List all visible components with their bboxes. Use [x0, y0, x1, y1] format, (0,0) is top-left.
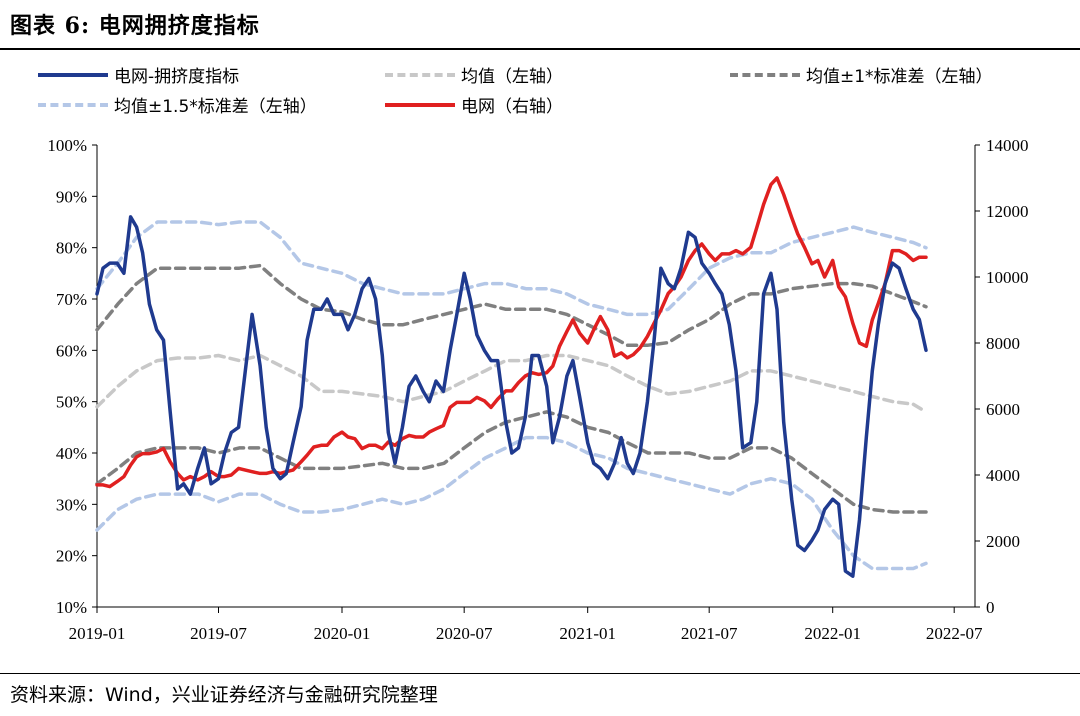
legend-swatch — [385, 72, 455, 77]
y-right-tick-label: 14000 — [986, 136, 1029, 155]
y-left-tick-label: 30% — [56, 495, 87, 514]
legend-label: 均值±1.5*标准差（左轴） — [114, 97, 317, 117]
legend-swatch — [730, 72, 800, 77]
legend-item-mean: 均值（左轴） — [385, 62, 563, 87]
y-left-tick-label: 20% — [56, 547, 87, 566]
y-left-tick-label: 80% — [56, 239, 87, 258]
source-divider — [0, 673, 1080, 674]
y-left-tick-label: 100% — [47, 136, 87, 155]
x-tick-label: 2021-01 — [559, 624, 616, 643]
x-tick-label: 2020-07 — [436, 624, 493, 643]
series-line-0 — [95, 215, 928, 578]
series-line-3-upper — [95, 220, 928, 317]
title-divider — [0, 48, 1080, 50]
y-right-tick-label: 8000 — [986, 334, 1020, 353]
legend-item-mean-1-5sd: 均值±1.5*标准差（左轴） — [38, 92, 317, 117]
series-line-2-lower — [95, 410, 928, 514]
y-left-tick-label: 50% — [56, 393, 87, 412]
x-tick-label: 2019-01 — [69, 624, 126, 643]
legend-item-grid-index: 电网（右轴） — [385, 92, 563, 117]
legend-swatch — [38, 72, 108, 77]
y-right-tick-label: 6000 — [986, 400, 1020, 419]
y-right-tick-label: 0 — [986, 598, 995, 617]
legend-item-mean-1sd: 均值±1*标准差（左轴） — [730, 62, 993, 87]
x-tick-label: 2022-07 — [926, 624, 983, 643]
y-left-tick-label: 40% — [56, 444, 87, 463]
y-right-tick-label: 10000 — [986, 268, 1029, 287]
legend-item-congestion: 电网-拥挤度指标 — [38, 62, 239, 87]
legend-label: 电网（右轴） — [461, 97, 563, 117]
x-tick-label: 2022-01 — [804, 624, 861, 643]
y-left-tick-label: 90% — [56, 187, 87, 206]
y-right-tick-label: 12000 — [986, 202, 1029, 221]
figure-title: 图表 6: 电网拥挤度指标 — [10, 13, 260, 39]
legend-label: 均值±1*标准差（左轴） — [806, 67, 993, 87]
x-tick-label: 2020-01 — [314, 624, 371, 643]
series-line-1 — [95, 353, 928, 414]
legend-label: 均值（左轴） — [461, 67, 563, 87]
y-left-tick-label: 10% — [56, 598, 87, 617]
y-left-tick-label: 60% — [56, 341, 87, 360]
legend-swatch — [385, 102, 455, 107]
source-note: 资料来源：Wind，兴业证券经济与金融研究院整理 — [10, 684, 438, 706]
x-tick-label: 2021-07 — [681, 624, 738, 643]
series-line-2-upper — [95, 263, 928, 347]
x-tick-label: 2019-07 — [190, 624, 247, 643]
y-right-tick-label: 4000 — [986, 466, 1020, 485]
legend-swatch — [38, 102, 108, 107]
chart-legend: 电网-拥挤度指标 均值（左轴） 均值±1*标准差（左轴） 均值±1.5*标准差（… — [0, 0, 1080, 130]
y-right-tick-label: 2000 — [986, 532, 1020, 551]
series-line-3-lower — [95, 435, 928, 571]
legend-label: 电网-拥挤度指标 — [114, 67, 240, 87]
y-left-tick-label: 70% — [56, 290, 87, 309]
series-line-4 — [95, 176, 928, 489]
